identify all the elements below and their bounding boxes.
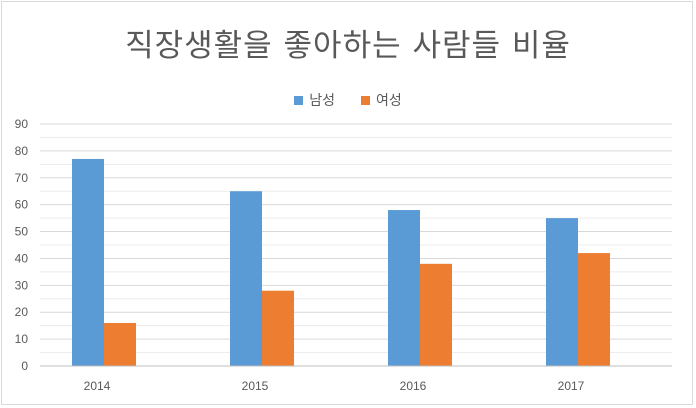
legend-swatch-female xyxy=(361,95,370,105)
legend: 남성 여성 xyxy=(2,90,694,110)
x-tick-label: 2016 xyxy=(400,379,427,393)
bar-male-2017 xyxy=(546,218,578,366)
y-tick-label: 0 xyxy=(21,359,28,373)
y-tick-label: 40 xyxy=(15,251,29,265)
y-tick-label: 90 xyxy=(15,117,29,131)
y-tick-label: 70 xyxy=(15,171,29,185)
y-tick-label: 10 xyxy=(15,332,29,346)
bar-female-2014 xyxy=(104,322,136,366)
legend-label-female: 여성 xyxy=(376,93,402,109)
y-tick-label: 30 xyxy=(15,278,29,292)
bar-male-2014 xyxy=(72,158,104,366)
x-tick-label: 2017 xyxy=(558,379,585,393)
chart-title: 직장생활을 좋아하는 사람들 비율 xyxy=(125,28,571,64)
y-tick-label: 20 xyxy=(15,305,29,319)
x-tick-label: 2015 xyxy=(242,379,269,393)
bar-male-2015 xyxy=(230,191,262,366)
bar-female-2017 xyxy=(578,253,610,366)
x-tick-label: 2014 xyxy=(84,379,111,393)
bar-male-2016 xyxy=(388,210,420,366)
bar-female-2015 xyxy=(262,290,294,366)
y-tick-label: 60 xyxy=(15,198,29,212)
legend-item-female: 여성 xyxy=(361,90,402,110)
y-tick-label: 50 xyxy=(15,225,29,239)
legend-label-male: 남성 xyxy=(309,93,335,109)
legend-item-male: 남성 xyxy=(294,90,335,110)
y-tick-label: 80 xyxy=(15,144,29,158)
bar-female-2016 xyxy=(420,263,452,366)
legend-swatch-male xyxy=(294,95,304,105)
